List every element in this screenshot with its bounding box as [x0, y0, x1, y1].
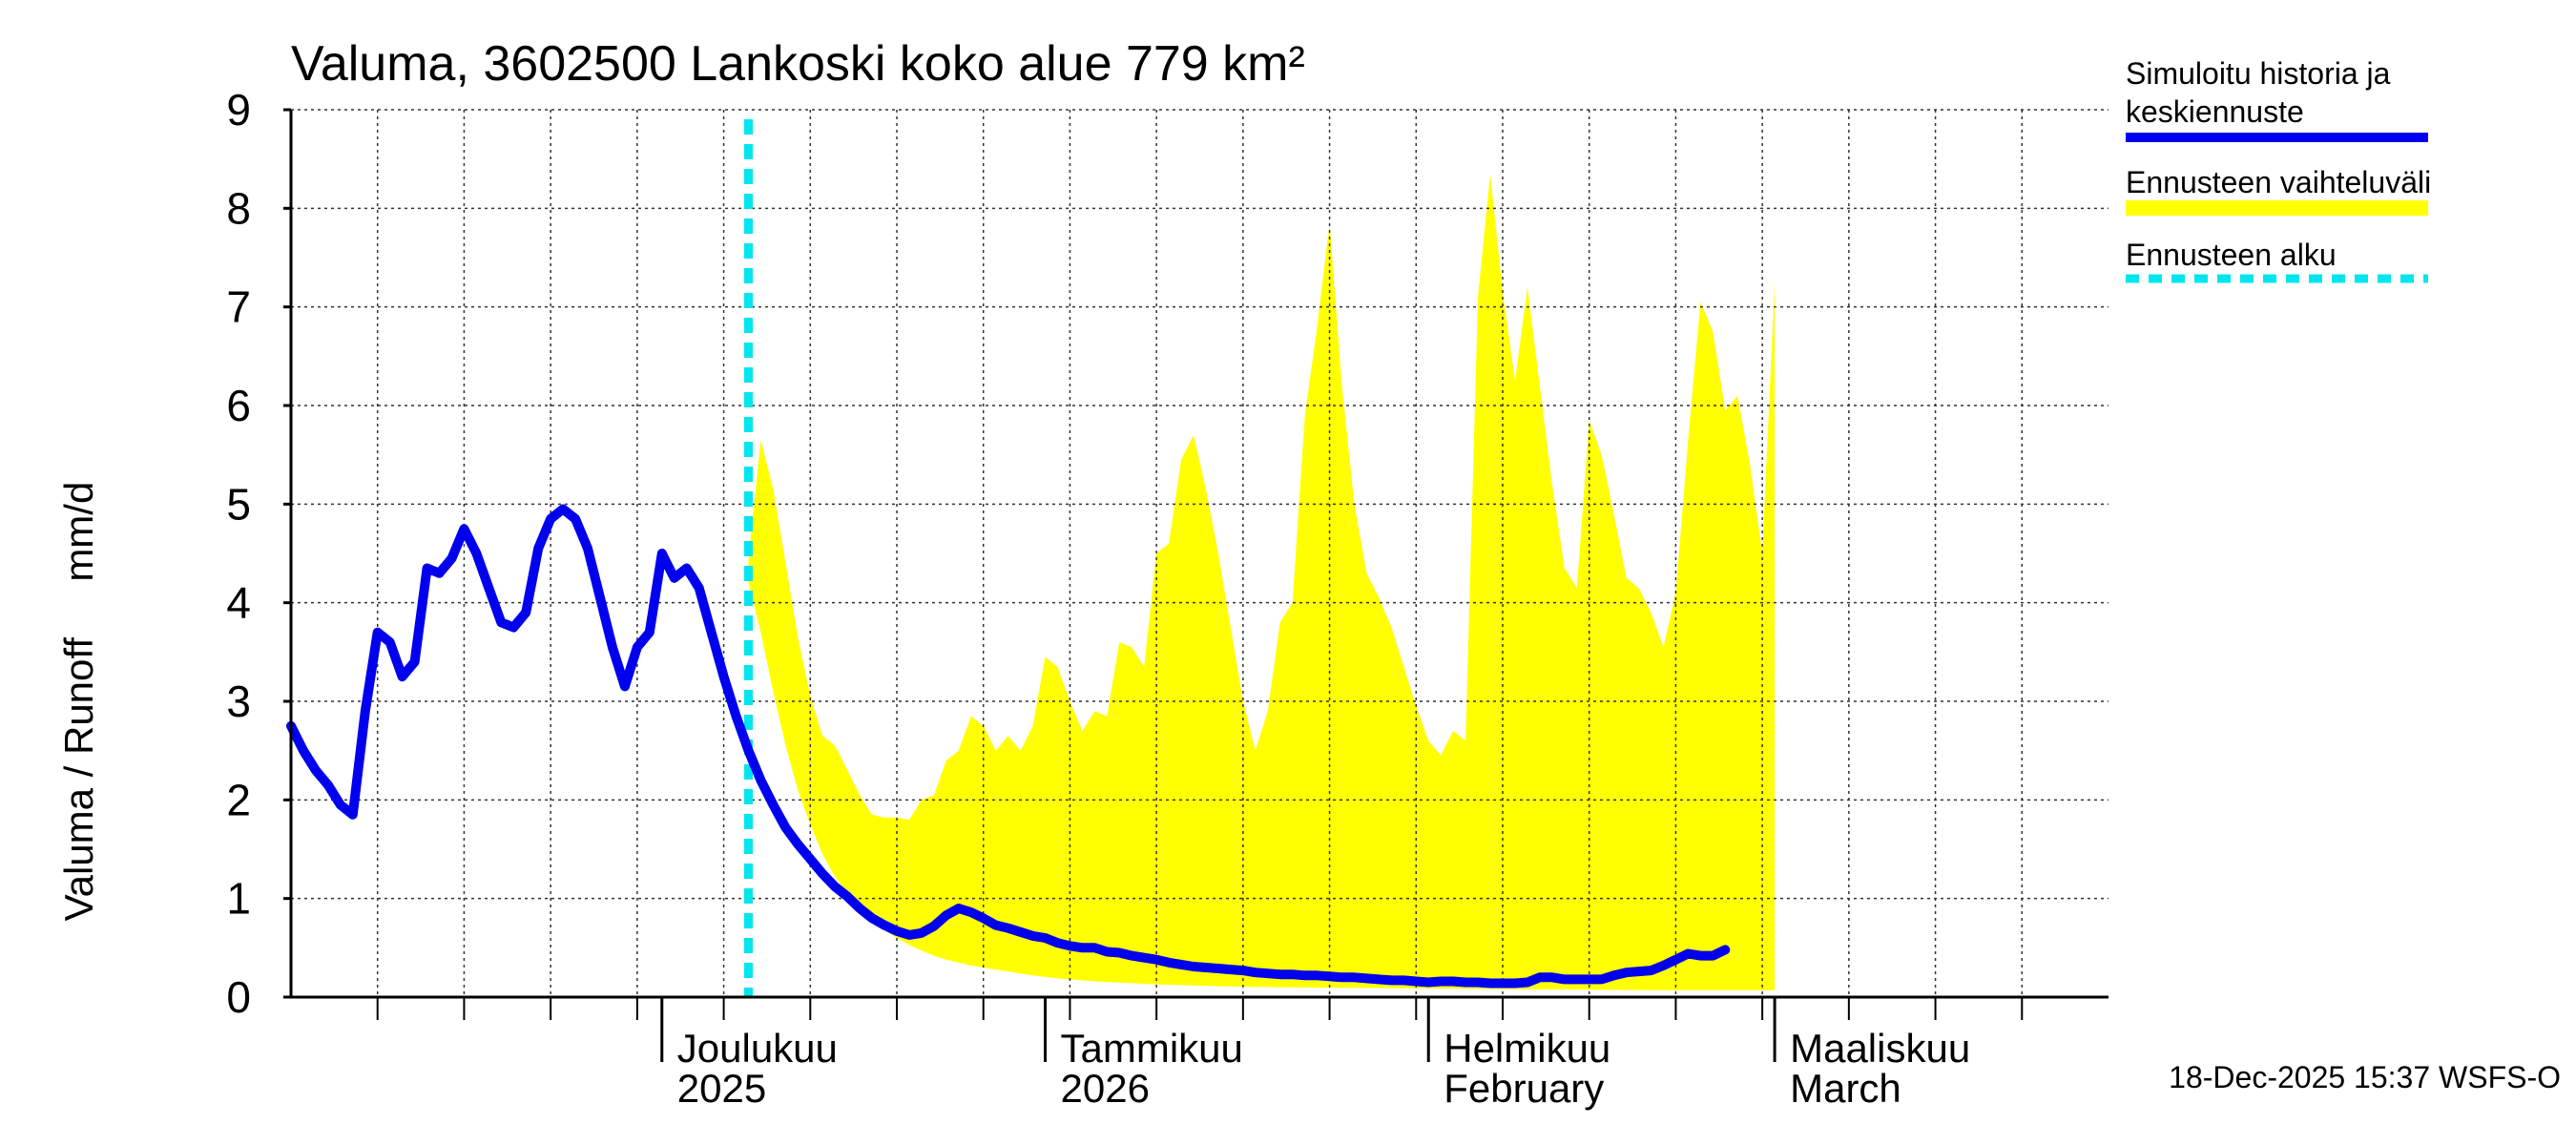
- x-month-label: Maaliskuu: [1790, 1026, 1970, 1071]
- forecast-band-layer: [748, 174, 1776, 990]
- legend-label: Simuloitu historia ja: [2126, 56, 2391, 91]
- chart-title: Valuma, 3602500 Lankoski koko alue 779 k…: [291, 36, 1305, 92]
- x-year-label: 2025: [677, 1066, 766, 1111]
- legend-label-line2: keskiennuste: [2126, 94, 2304, 129]
- timestamp-label: 18-Dec-2025 15:37 WSFS-O: [2169, 1060, 2561, 1094]
- y-tick-label: 1: [226, 874, 251, 924]
- gridlines: [291, 109, 2109, 997]
- y-tick-label: 5: [226, 479, 251, 529]
- legend-label: Ennusteen vaihteluväli: [2126, 165, 2431, 199]
- legend-label: Ennusteen alku: [2126, 238, 2337, 272]
- x-year-label: 2026: [1061, 1066, 1150, 1111]
- series-layer: [286, 504, 1731, 989]
- x-month-label: Helmikuu: [1444, 1026, 1610, 1071]
- series-line-0: [286, 504, 1731, 989]
- y-tick-label: 9: [226, 85, 251, 135]
- x-year-label: February: [1444, 1066, 1604, 1111]
- y-tick-label: 8: [226, 183, 251, 233]
- y-tick-label: 7: [226, 282, 251, 332]
- x-year-label: March: [1790, 1066, 1901, 1111]
- y-tick-label: 4: [226, 578, 251, 628]
- forecast-range-band: [748, 174, 1776, 990]
- y-tick-label: 6: [226, 381, 251, 430]
- y-tick-label: 2: [226, 775, 251, 824]
- y-tick-label: 3: [226, 677, 251, 726]
- x-month-label: Joulukuu: [677, 1026, 838, 1071]
- x-month-label: Tammikuu: [1061, 1026, 1243, 1071]
- y-axis-label: Valuma / Runoff mm/d: [56, 482, 101, 922]
- y-tick-label: 0: [226, 972, 251, 1022]
